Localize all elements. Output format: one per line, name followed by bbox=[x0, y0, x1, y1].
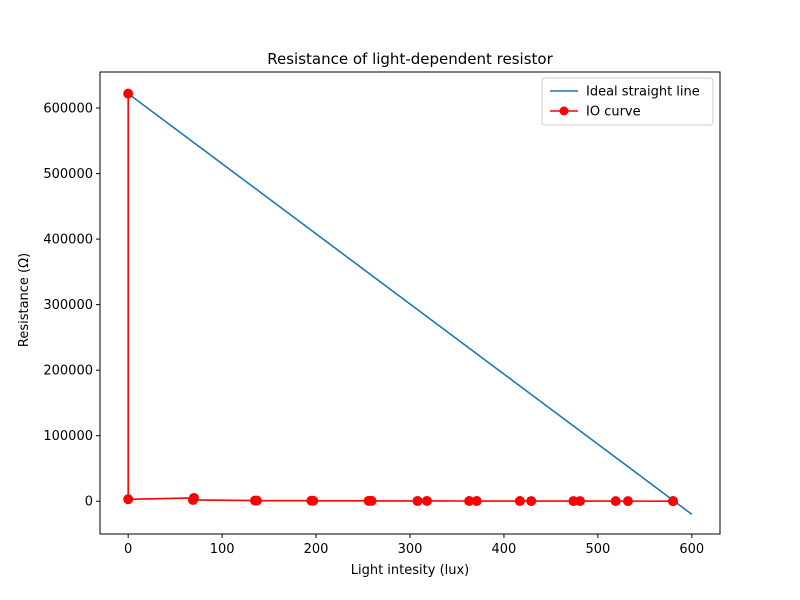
x-tick-label: 500 bbox=[585, 542, 610, 557]
io-curve-point bbox=[308, 495, 319, 506]
io-curve-point bbox=[123, 88, 134, 99]
y-axis-label: Resistance (Ω) bbox=[17, 253, 32, 347]
legend-label: Ideal straight line bbox=[586, 85, 700, 100]
legend-label: IO curve bbox=[586, 105, 641, 120]
chart-title: Resistance of light-dependent resistor bbox=[267, 50, 553, 68]
plot-frame bbox=[99, 71, 721, 535]
series-line-ideal-straight-line bbox=[127, 92, 693, 515]
y-tick-label: 300000 bbox=[43, 298, 93, 313]
y-tick-label: 0 bbox=[85, 495, 93, 510]
io-curve-point bbox=[471, 496, 482, 507]
io-curve-point bbox=[123, 494, 134, 505]
legend-marker bbox=[559, 106, 569, 116]
x-tick-label: 300 bbox=[398, 542, 423, 557]
io-curve-point bbox=[412, 495, 423, 506]
io-curve-point bbox=[575, 496, 586, 507]
io-curve-point bbox=[188, 494, 198, 505]
io-curve-point bbox=[622, 496, 633, 507]
x-tick-label: 600 bbox=[679, 542, 704, 557]
io-curve-point bbox=[251, 495, 262, 506]
x-tick-label: 400 bbox=[492, 542, 517, 557]
y-tick-label: 400000 bbox=[43, 233, 93, 248]
x-axis-label: Light intesity (lux) bbox=[351, 563, 470, 578]
legend-box bbox=[541, 77, 714, 126]
y-tick-label: 100000 bbox=[43, 429, 93, 444]
x-tick-label: 100 bbox=[210, 542, 235, 557]
io-curve-point bbox=[366, 495, 377, 506]
io-curve-point bbox=[514, 496, 525, 507]
io-curve-point bbox=[610, 496, 621, 507]
io-curve-point bbox=[668, 496, 679, 507]
y-tick-label: 600000 bbox=[43, 102, 93, 117]
io-curve-point bbox=[421, 495, 432, 506]
legend: Ideal straight line IO curve bbox=[541, 77, 714, 126]
y-tick-label: 200000 bbox=[43, 364, 93, 379]
io-curve-point bbox=[526, 496, 537, 507]
x-tick-label: 200 bbox=[304, 542, 329, 557]
x-tick-label: 0 bbox=[124, 542, 132, 557]
y-tick-label: 500000 bbox=[43, 167, 93, 182]
